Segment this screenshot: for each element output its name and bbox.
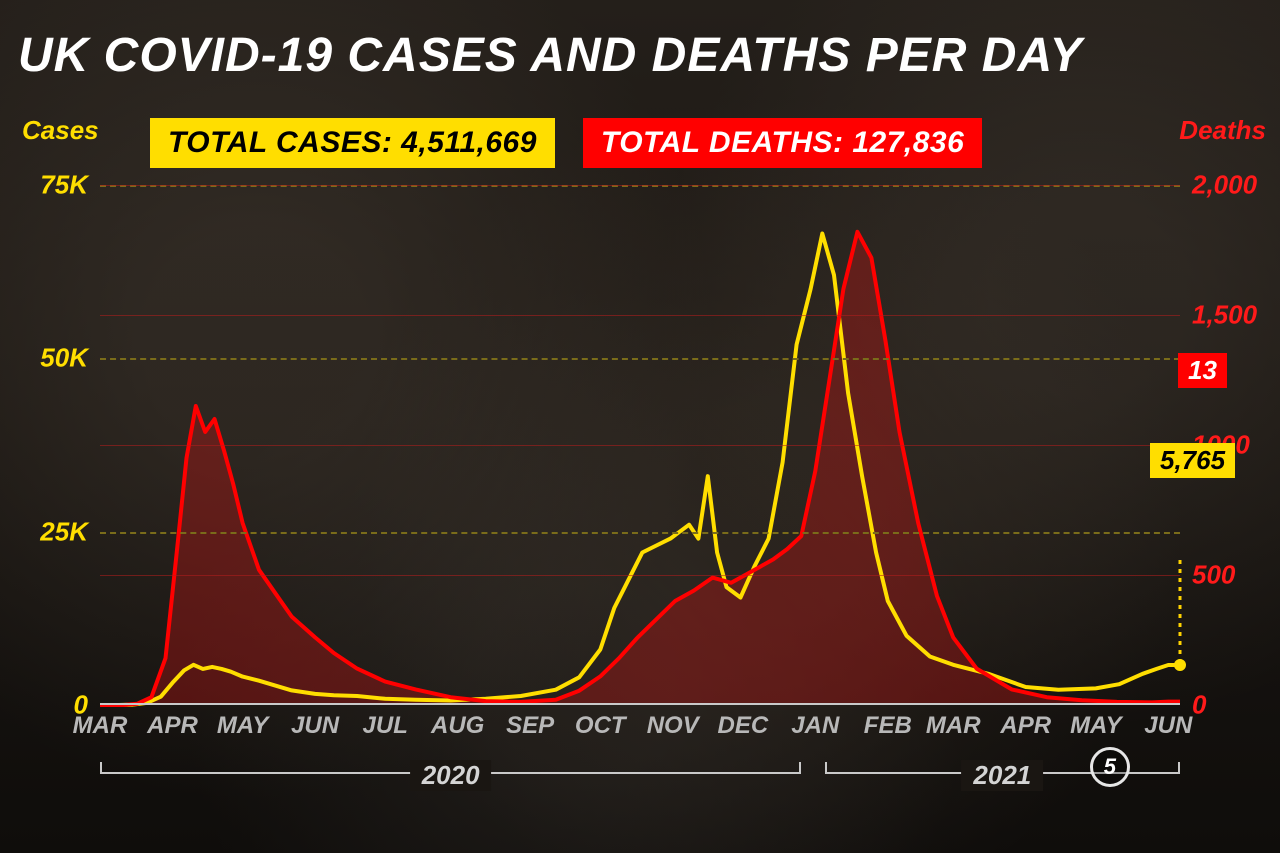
gridline-cases [100,532,1180,534]
callout-cases-value: 5,765 [1150,443,1235,478]
end-marker-dot [1174,659,1186,671]
y-tick-right: 1,500 [1180,300,1257,331]
year-bracket: 2020 [100,762,801,802]
total-cases-badge: TOTAL CASES: 4,511,669 [150,118,555,168]
gridline-deaths [100,445,1180,446]
x-tick: JAN [791,712,839,740]
x-tick: JUL [363,712,408,740]
summary-badges: TOTAL CASES: 4,511,669 TOTAL DEATHS: 127… [150,118,982,168]
y-axis-right-label: Deaths [1179,115,1266,146]
total-deaths-badge: TOTAL DEATHS: 127,836 [583,118,982,168]
chart-plot-area: 025K50K75K050010001,5002,000 [100,185,1180,705]
y-tick-left: 75K [40,170,100,201]
gridline-deaths [100,185,1180,186]
x-tick: MAY [217,712,269,740]
callout-deaths-value: 13 [1178,353,1227,388]
x-tick: FEB [864,712,912,740]
x-tick: DEC [718,712,769,740]
x-tick: SEP [506,712,554,740]
x-tick: JUN [1144,712,1192,740]
x-axis-baseline [100,703,1180,705]
current-day-badge: 5 [1090,747,1130,787]
x-tick: OCT [575,712,626,740]
x-tick: MAR [73,712,128,740]
y-tick-right: 500 [1180,560,1235,591]
y-axis-left-label: Cases [22,115,99,146]
x-tick: JUN [291,712,339,740]
x-tick: AUG [431,712,484,740]
year-label: 2020 [410,760,492,791]
year-label: 2021 [961,760,1043,791]
gridline-deaths [100,315,1180,316]
x-tick: APR [1000,712,1051,740]
gridline-cases [100,358,1180,360]
gridline-deaths [100,575,1180,576]
x-tick: MAR [926,712,981,740]
x-tick: NOV [647,712,699,740]
x-tick: APR [147,712,198,740]
y-tick-right: 2,000 [1180,170,1257,201]
x-tick: MAY [1070,712,1122,740]
chart-title: UK COVID-19 CASES AND DEATHS PER DAY [18,28,1083,83]
y-tick-left: 50K [40,343,100,374]
y-tick-left: 25K [40,516,100,547]
